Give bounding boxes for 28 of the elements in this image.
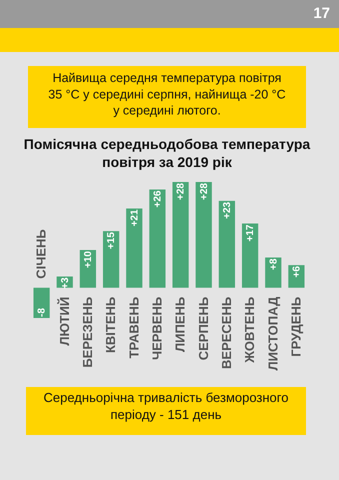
data-label: +15 [106, 232, 118, 250]
x-tick-label: ГРУДЕНЬ [288, 296, 304, 357]
data-label: +10 [82, 250, 94, 268]
data-label: +3 [60, 277, 71, 289]
x-tick-label: ЛИСТОПАД [265, 296, 280, 371]
data-label: +21 [129, 209, 140, 226]
x-tick-label: ЛЮТИЙ [56, 296, 72, 346]
text: Середньорічна тривалість безморозного періоду - 151 день [44, 390, 288, 422]
chart-title: Помісячна середньодобова температура повітря за 2019 рік [24, 136, 310, 170]
x-tick-label: СІЧЕНЬ [34, 229, 49, 279]
x-tick-label: ВЕРЕСЕНЬ [218, 296, 234, 369]
data-label: -8 [36, 308, 48, 317]
text: 17 [313, 5, 330, 22]
x-tick-label: БЕРЕЗЕНЬ [80, 296, 95, 368]
data-label: +23 [222, 201, 233, 219]
data-label: +17 [245, 224, 256, 242]
x-tick-label: ЖОВТЕНЬ [242, 296, 258, 364]
data-label: +28 [176, 182, 187, 200]
x-tick-label: КВІТЕНЬ [103, 296, 118, 354]
x-tick-label: ТРАВЕНЬ [126, 296, 142, 358]
data-label: +26 [152, 190, 164, 208]
x-tick-label: ЧЕРВЕНЬ [149, 296, 164, 360]
chart-subtitle: Найвища середня температура повітря 35 °C у середині серпня, найнища -20 °C у середині лютого. [48, 71, 286, 118]
x-tick-label: ЛИПЕНЬ [172, 296, 188, 352]
data-label: +28 [198, 182, 210, 200]
data-label: +6 [291, 266, 302, 278]
data-label: +8 [268, 258, 280, 270]
x-tick-label: СЕРПЕНЬ [196, 296, 211, 360]
